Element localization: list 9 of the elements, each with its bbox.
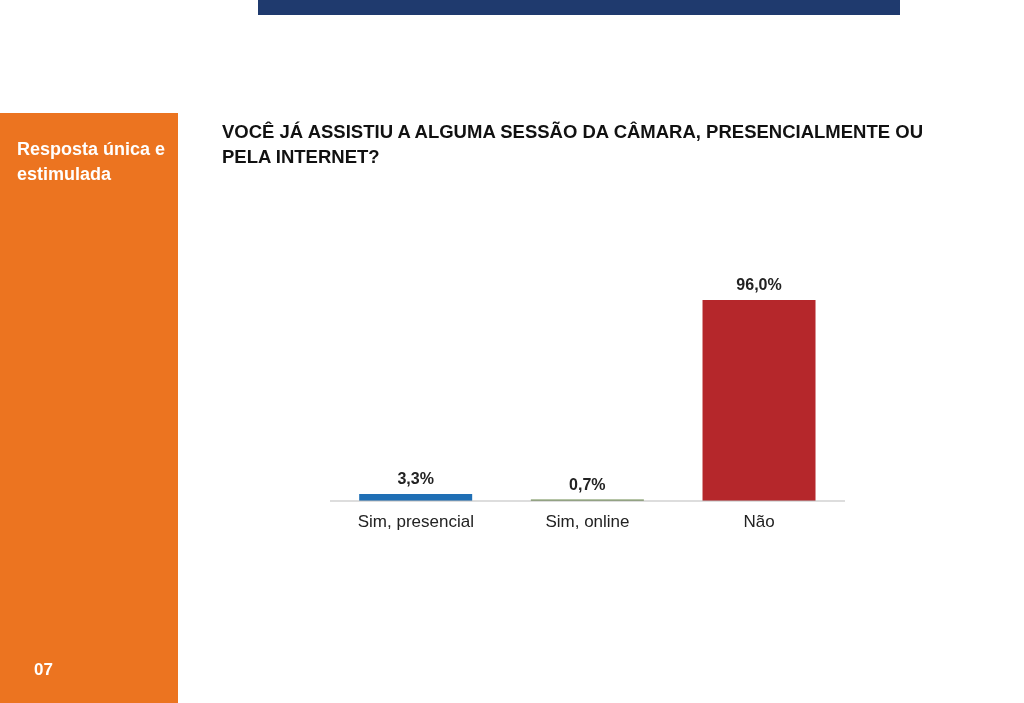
text: 07 (34, 660, 53, 680)
data-label: 0,7% (569, 475, 606, 493)
x-tick-label: Sim, online (545, 512, 630, 532)
text: Resposta única e estimulada (17, 138, 167, 186)
x-tick-label: Não (743, 512, 775, 532)
chart-title: VOCÊ JÁ ASSISTIU A ALGUMA SESSÃO DA CÂMARA, PRESENCIALMENTE OU PELA INTERNET? (222, 120, 924, 169)
data-label: 96,0% (736, 276, 782, 293)
x-tick-label: Sim, presencial (357, 512, 474, 532)
data-label: 3,3% (397, 470, 434, 488)
